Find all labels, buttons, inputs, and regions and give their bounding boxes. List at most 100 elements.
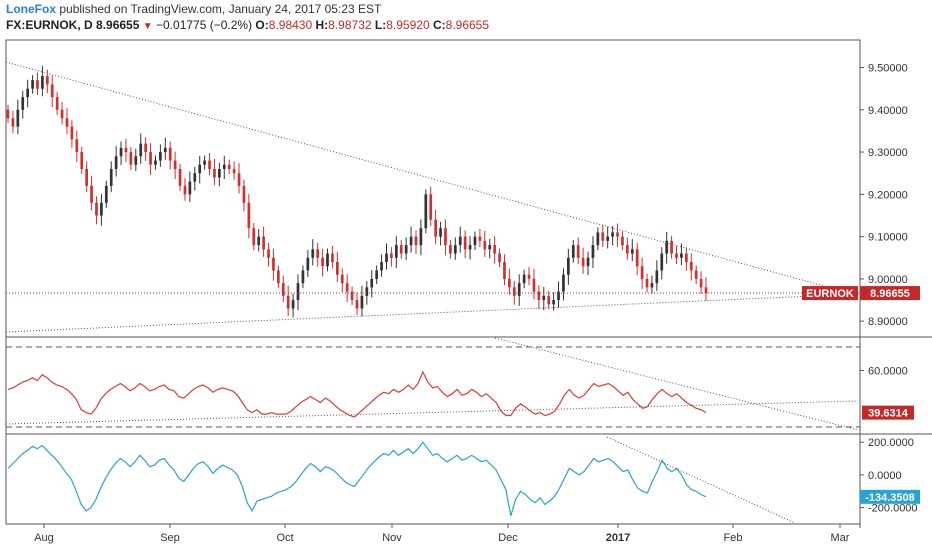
candle-body [562,274,565,292]
candle-body [699,278,703,288]
candle-body [281,283,285,296]
candle-body [365,287,369,296]
price-axis-label: 9.40000 [868,105,908,117]
symbol-badge-label: EURNOK [806,288,854,300]
cci-value-badge [860,489,920,504]
price-support-trendline [5,294,836,333]
cci-series-line [7,441,707,516]
rsi-support-trendline [5,400,859,425]
candle-body [650,283,654,288]
candle-body [311,249,315,258]
candle-body [326,253,329,267]
rsi-resistance-trendline [494,337,859,431]
open-label: O: [255,18,269,32]
candle-body [119,147,123,157]
time-axis-label: Aug [34,532,54,544]
candle-body [704,287,708,294]
candle-body [247,202,251,229]
candle-body [370,278,374,288]
candle-body [419,228,423,246]
candle-body [154,160,157,165]
candle-body [277,270,280,284]
candle-body [149,152,152,165]
candle-body [173,160,177,169]
candle-body [159,152,162,161]
candle-body [586,257,590,267]
candle-body [55,97,59,110]
candle-body [512,287,516,296]
candle-body [242,185,246,203]
candle-body [630,249,634,254]
candle-body [429,194,433,220]
candle-body [453,245,457,254]
candle-body [129,152,133,165]
candle-body [375,270,379,279]
candle-body [449,245,452,254]
author-link[interactable]: LoneFox [6,2,56,16]
price-axis-label: 9.00000 [868,274,908,286]
candle-body [168,147,172,161]
time-axis-label: Nov [382,532,402,544]
symbol-badge [802,286,858,301]
candle-body [100,202,103,216]
rsi-last-value: 39.6314 [868,408,909,420]
candle-body [134,156,138,165]
candle-body [213,168,216,178]
candle-body [537,291,541,301]
cci-axis-label: 0.0000 [868,470,902,482]
candle-body [144,143,147,153]
candle-body [640,266,644,279]
candle-body [16,109,20,127]
candle-body [488,245,492,250]
candle-body [498,253,501,262]
candle-body [316,249,320,258]
candle-body [183,185,187,195]
candle-body [439,228,442,237]
candle-body [31,80,34,89]
candle-body [198,164,202,174]
time-axis-label: 2017 [606,532,630,544]
published-text: published on TradingView.com, January 24… [59,2,382,16]
candle-body [257,236,261,246]
candle-body [394,245,398,258]
price-axis-label: 9.30000 [868,147,908,159]
candle-body [286,295,290,309]
candle-body [95,202,98,216]
candle-body [109,168,113,186]
candle-body [635,249,639,267]
candle-body [503,262,506,279]
candle-body [557,291,560,301]
time-axis-label: Mar [831,532,850,544]
candle-body [85,168,88,186]
candle-body [409,236,413,246]
last-price-value: 8.96655 [870,288,910,300]
time-axis-label: Sep [160,532,180,544]
high-label: H: [315,18,329,32]
close-label: C: [432,18,446,32]
candle-body [114,156,118,169]
candle-body [601,232,605,241]
symbol-name[interactable]: FX:EURNOK, D [6,18,93,32]
candle-body [660,253,664,271]
candle-body [444,228,447,246]
candle-body [626,245,629,254]
rsi-axis-label: 60.0000 [868,365,908,377]
candle-body [104,185,108,203]
candle-body [424,194,428,229]
price-axis-label: 9.10000 [868,232,908,244]
candle-body [552,300,555,305]
cci-axis-label: 200.0000 [868,437,914,449]
candle-body [670,240,673,254]
plot-frame [5,39,861,525]
candle-body [208,160,211,169]
candle-body [680,253,683,258]
rsi-value-badge [862,405,914,420]
symbol-info-line: FX:EURNOK, D 8.96655 ▼ −0.01775 (−0.2%) … [6,18,489,32]
candle-body [527,274,531,279]
candle-body [306,257,310,271]
candle-body [399,245,403,254]
candle-body [222,164,226,169]
candle-body [385,253,388,262]
candle-body [75,139,79,153]
